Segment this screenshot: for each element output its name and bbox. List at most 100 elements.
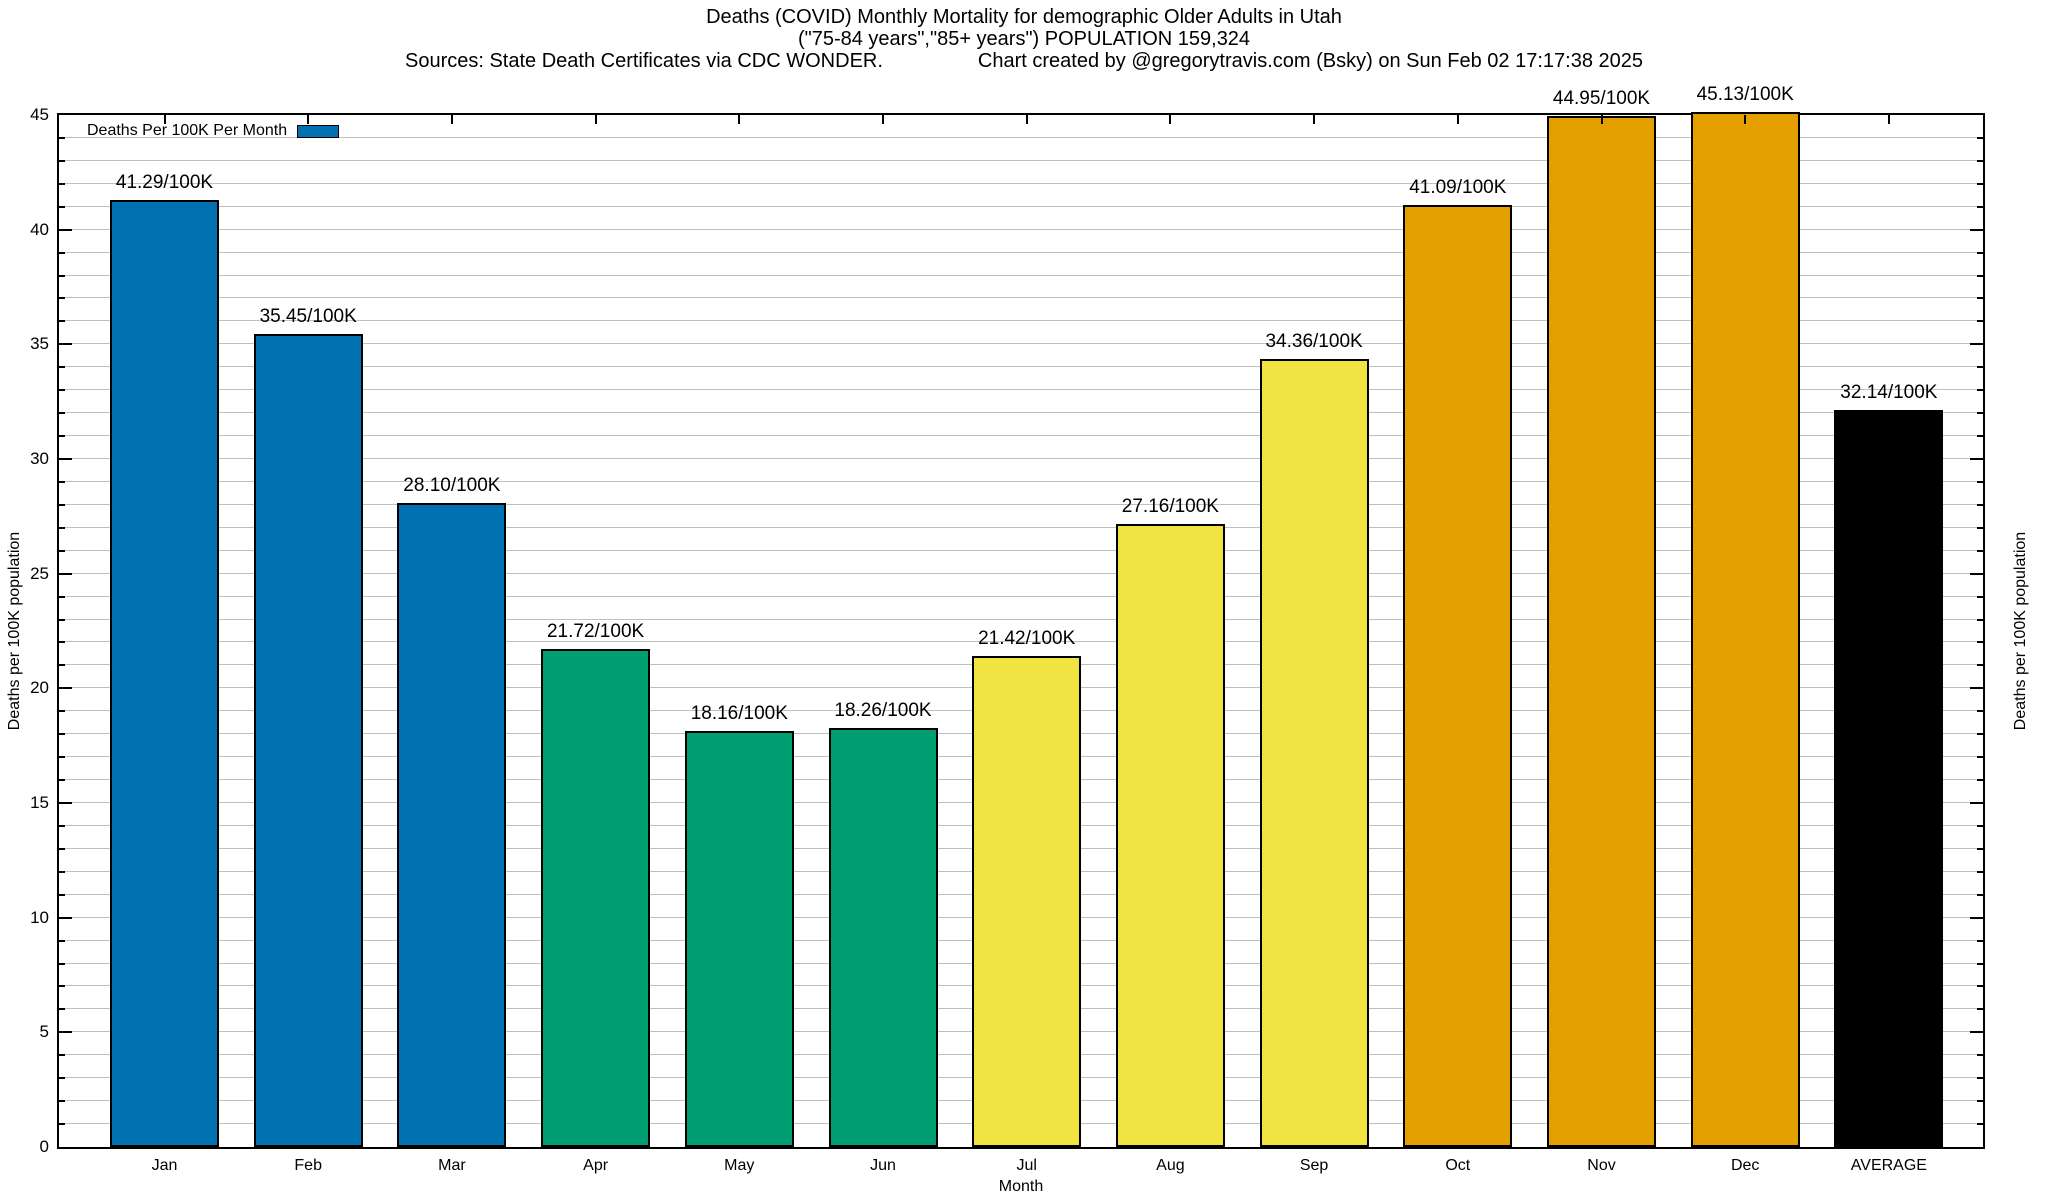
y-axis-tick	[59, 641, 65, 644]
y-axis-tick	[59, 962, 65, 965]
y-tick-label: 20	[30, 678, 49, 698]
x-tick-label-feb: Feb	[294, 1157, 322, 1174]
gridline	[59, 251, 1983, 253]
y-axis-tick	[59, 939, 65, 942]
x-tick-label-average: AVERAGE	[1850, 1157, 1927, 1174]
y-axis-tick	[59, 159, 65, 162]
gridline	[59, 480, 1983, 482]
y-axis-tick	[59, 297, 65, 300]
y-axis-tick	[59, 412, 65, 415]
x-tick-label-dec: Dec	[1730, 1157, 1760, 1174]
x-axis-top-tick	[163, 115, 166, 124]
y-axis-tick	[59, 182, 65, 185]
x-tick-label-jul: Jul	[1016, 1157, 1037, 1174]
y-axis-tick	[1977, 733, 1983, 736]
bar-value-label: 21.72/100K	[546, 620, 645, 642]
y-axis-tick	[59, 756, 65, 759]
bar-value-label: 32.14/100K	[1840, 381, 1938, 403]
y-tick-label: 5	[39, 1022, 49, 1042]
y-tick-label: 40	[30, 219, 49, 239]
bar-value-label: 21.42/100K	[978, 627, 1076, 649]
y-axis-tick	[1977, 480, 1983, 483]
y-axis-tick	[1970, 458, 1983, 460]
y-axis-tick	[1977, 595, 1983, 598]
bar-value-label: 18.16/100K	[690, 702, 788, 724]
bar-feb	[253, 334, 363, 1147]
y-axis-tick	[59, 320, 65, 323]
y-axis-tick	[59, 274, 65, 277]
x-tick-label-nov: Nov	[1587, 1157, 1616, 1174]
chart-title-line1: Deaths (COVID) Monthly Mortality for dem…	[706, 6, 1342, 28]
gridline	[59, 274, 1983, 276]
bar-value-label: 27.16/100K	[1121, 496, 1219, 518]
y-axis-tick	[59, 503, 65, 506]
y-axis-tick	[1977, 136, 1983, 139]
y-tick-label: 10	[30, 907, 49, 927]
y-axis-tick	[1977, 549, 1983, 552]
y-axis-tick	[59, 526, 65, 529]
y-axis-tick	[1977, 1077, 1983, 1080]
y-axis-tick	[59, 916, 72, 919]
x-axis-top-tick	[450, 115, 453, 124]
bar-mar	[397, 502, 507, 1147]
y-axis-tick	[59, 549, 65, 552]
y-axis-tick	[1977, 1123, 1983, 1126]
y-axis-tick	[1977, 893, 1983, 896]
x-axis-top-tick	[307, 115, 310, 124]
x-axis-top-tick	[1169, 115, 1172, 124]
bar-value-label: 44.95/100K	[1552, 88, 1651, 110]
y-axis-tick	[59, 870, 65, 873]
y-axis-tick	[1977, 962, 1983, 965]
plot-area: 41.29/100K 35.45/100K 28.10/100K 21.72/100K…	[57, 84, 1985, 1149]
y-axis-tick	[59, 595, 65, 598]
y-axis-tick	[1970, 916, 1983, 919]
gridline	[59, 458, 1983, 459]
y-axis-tick	[59, 687, 72, 690]
bar-value-label: 28.10/100K	[403, 474, 501, 496]
y-axis-tick	[1977, 297, 1983, 300]
bar-oct	[1403, 204, 1513, 1147]
x-axis-top-tick	[738, 115, 741, 124]
y-axis-tick	[1970, 572, 1983, 575]
x-axis-label: Month	[998, 1178, 1044, 1195]
gridline	[59, 572, 1983, 574]
x-tick-label-mar: Mar	[438, 1157, 466, 1174]
bar-dec	[1690, 112, 1800, 1147]
y-axis-tick	[1977, 618, 1983, 621]
y-axis-tick	[1977, 412, 1983, 415]
y-axis-tick	[1977, 389, 1983, 392]
x-axis-top-tick	[594, 115, 597, 124]
bar-value-label: 35.45/100K	[259, 306, 357, 328]
y-axis-tick	[59, 435, 65, 438]
bar-apr	[541, 648, 651, 1147]
y-axis-tick	[1977, 847, 1983, 850]
y-tick-label: 35	[30, 334, 49, 354]
x-axis-top-tick	[882, 115, 884, 124]
bar-value-label: 45.13/100K	[1696, 84, 1794, 106]
y-axis-tick	[59, 847, 65, 850]
y-axis-tick	[1977, 320, 1983, 323]
gridline	[59, 503, 1983, 505]
y-axis-tick	[59, 389, 65, 392]
y-axis-tick	[1977, 710, 1983, 713]
y-axis-tick	[1977, 366, 1983, 369]
bar-jan	[110, 200, 219, 1147]
y-axis-tick	[59, 458, 72, 460]
chart-title-line3: Sources: State Death Certificates via CD…	[0, 50, 2048, 72]
y-tick-label: 15	[30, 793, 49, 812]
y-axis-tick	[59, 985, 65, 988]
bar-value-label: 41.29/100K	[115, 172, 214, 194]
y-axis-tick	[59, 366, 65, 369]
y-axis-tick	[1977, 756, 1983, 759]
gridline	[59, 343, 1983, 345]
y-axis-tick	[1977, 870, 1983, 873]
x-tick-label-apr: Apr	[583, 1157, 609, 1174]
y-axis-tick	[59, 664, 65, 667]
legend-label: Deaths Per 100K Per Month	[87, 122, 288, 139]
y-axis-tick	[59, 1100, 65, 1103]
x-axis-top-tick	[1456, 115, 1459, 124]
y-axis-tick	[59, 824, 65, 827]
y-axis-tick	[59, 733, 65, 736]
y-axis-tick	[1970, 343, 1983, 346]
y-tick-label: 0	[39, 1137, 49, 1156]
